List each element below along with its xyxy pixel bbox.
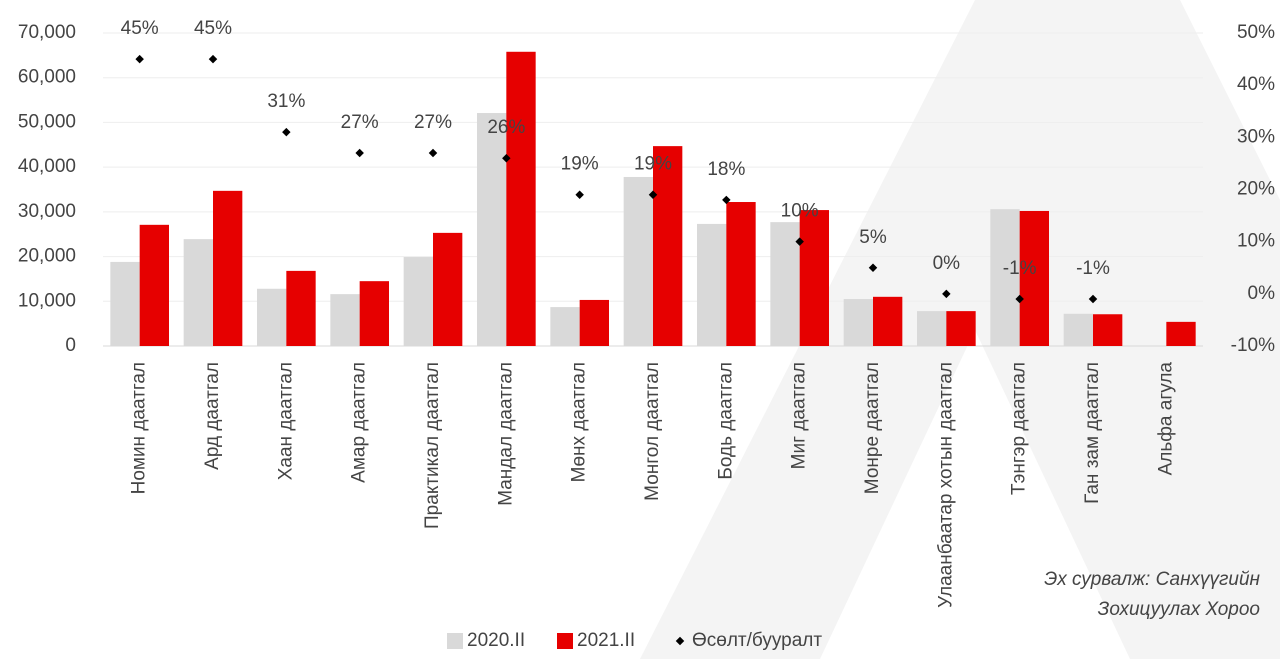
bar (917, 311, 947, 346)
x-tick-label: Номин даатгал (129, 362, 150, 494)
data-label: 0% (933, 253, 961, 274)
bar (653, 146, 683, 346)
x-tick-label: Улаанбаатар хотын даатгал (935, 362, 956, 608)
legend-marker (447, 633, 463, 649)
data-label: 18% (707, 159, 745, 180)
bar (139, 224, 169, 346)
legend-marker (557, 633, 573, 649)
legend-label: Өсөлт/бууралт (692, 630, 822, 651)
x-tick-label: Миг даатгал (789, 362, 810, 469)
y2-tick-label: 0% (1248, 283, 1276, 304)
x-tick-label: Альфа агула (1155, 362, 1176, 476)
data-label: 19% (561, 154, 599, 175)
x-tick-label: Тэнгэр даатгал (1009, 362, 1030, 495)
x-tick-label: Бодь даатгал (715, 362, 736, 480)
y-tick-label: 0 (65, 335, 76, 356)
x-tick-label: Монгол даатгал (642, 362, 663, 501)
growth-marker (208, 54, 218, 64)
data-label: 27% (341, 112, 379, 133)
bar (286, 270, 316, 346)
growth-marker (135, 54, 144, 64)
growth-marker (1088, 294, 1098, 304)
bar (433, 232, 463, 346)
growth-marker (502, 153, 511, 163)
y2-tick-label: 50% (1237, 22, 1275, 43)
y-tick-label: 30,000 (18, 201, 76, 222)
bar (990, 209, 1020, 346)
y-tick-label: 70,000 (18, 22, 76, 43)
y2-tick-label: 40% (1237, 74, 1275, 95)
x-tick-label: Ган зам даатгал (1082, 362, 1103, 504)
bar (183, 239, 213, 346)
bar (330, 294, 360, 346)
data-label: 27% (414, 112, 452, 133)
bar (1063, 313, 1093, 346)
bar (213, 190, 243, 346)
bar (873, 296, 903, 346)
data-label: 45% (121, 18, 159, 39)
bar (799, 210, 829, 346)
x-tick-label: Мөнх даатгал (569, 362, 590, 482)
bar (1093, 314, 1123, 346)
bar (1019, 210, 1049, 346)
y2-tick-label: -10% (1231, 335, 1275, 356)
data-label: -1% (1003, 258, 1037, 279)
growth-marker (575, 190, 584, 199)
bar (697, 223, 727, 346)
data-label: -1% (1076, 258, 1110, 279)
bar (946, 311, 976, 346)
y2-tick-label: 20% (1237, 179, 1275, 200)
bar (403, 257, 433, 346)
y-tick-label: 10,000 (18, 290, 76, 311)
bar (359, 281, 389, 346)
legend-label: 2021.II (577, 630, 635, 651)
background-shape (820, 330, 1130, 659)
bar (110, 261, 140, 346)
x-tick-label: Хаан даатгал (275, 362, 296, 480)
x-tick-label: Ард даатгал (202, 362, 223, 470)
data-label: 26% (487, 117, 525, 138)
growth-marker (355, 148, 364, 158)
bar (579, 299, 609, 346)
y2-tick-label: 30% (1237, 126, 1275, 147)
source-note: Зохицуулах Хороо (1098, 599, 1260, 620)
bar (1166, 321, 1196, 346)
bar (550, 307, 580, 346)
data-label: 45% (194, 18, 232, 39)
bar (623, 176, 653, 346)
bar (506, 51, 536, 346)
growth-marker (942, 289, 951, 299)
data-label: 31% (267, 91, 305, 112)
growth-marker (1015, 294, 1024, 304)
y-tick-label: 60,000 (18, 67, 76, 88)
y2-tick-label: 10% (1237, 231, 1275, 252)
y-tick-label: 20,000 (18, 246, 76, 267)
x-tick-label: Амар даатгал (349, 362, 370, 483)
data-label: 5% (859, 227, 887, 248)
growth-marker (282, 127, 291, 137)
x-tick-label: Мандал даатгал (495, 362, 516, 506)
bar (477, 113, 507, 346)
data-label: 10% (781, 201, 819, 222)
x-tick-label: Монре даатгал (862, 362, 883, 494)
bar (257, 288, 287, 346)
legend-marker (675, 636, 685, 646)
y-tick-label: 50,000 (18, 111, 76, 132)
legend-label: 2020.II (467, 630, 525, 651)
bar (770, 222, 800, 346)
x-tick-label: Практикал даатгал (422, 362, 443, 529)
growth-marker (868, 263, 878, 272)
bar (843, 299, 873, 346)
source-note: Эх сурвалж: Санхүүгийн (1044, 569, 1260, 590)
growth-marker (428, 148, 438, 158)
data-label: 19% (634, 154, 672, 175)
bar (726, 202, 756, 346)
y-tick-label: 40,000 (18, 156, 76, 177)
